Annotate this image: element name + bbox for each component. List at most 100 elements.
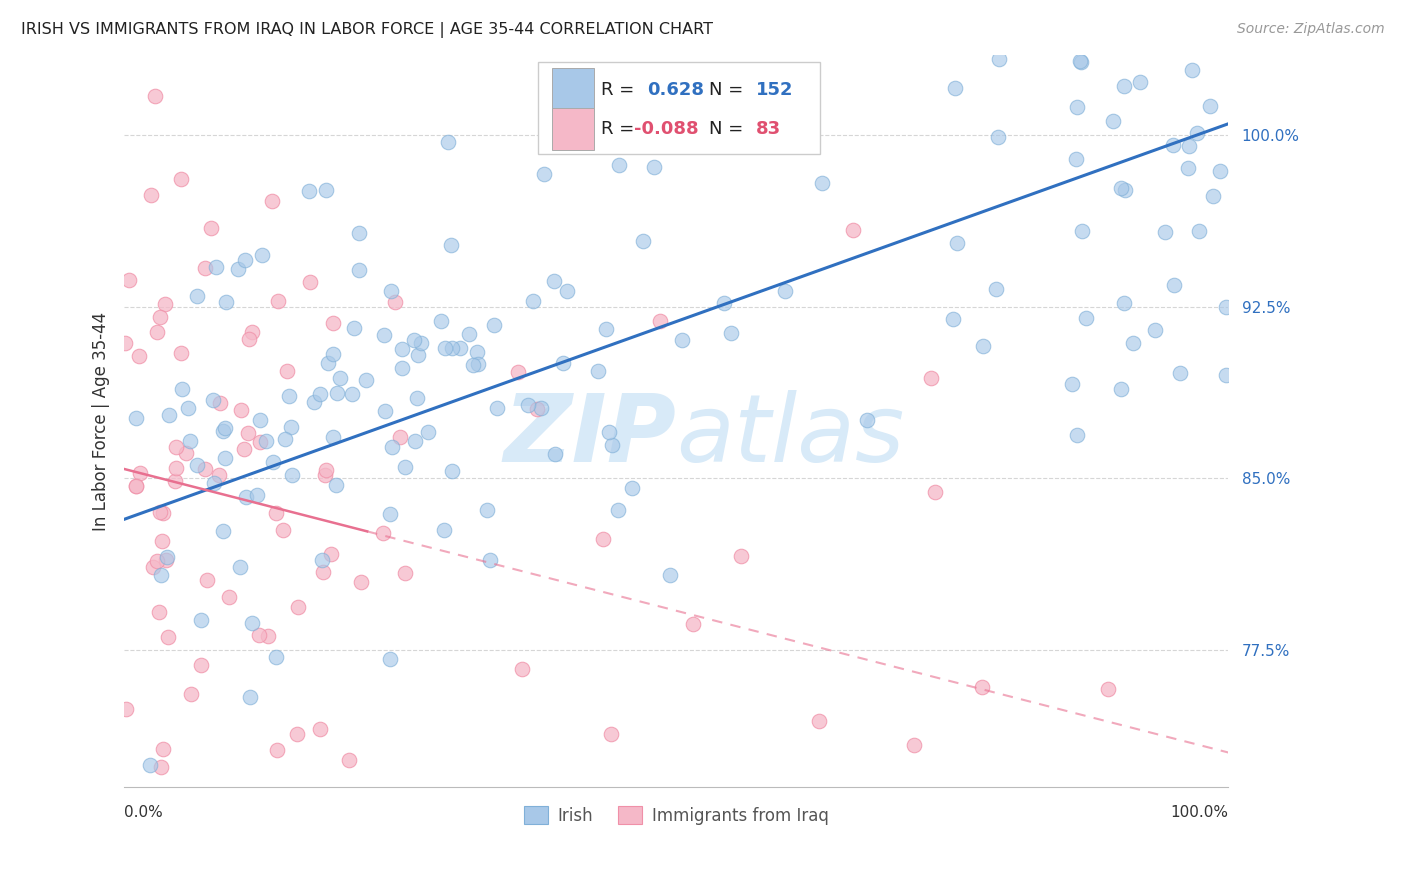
- Point: [1177, 161, 1199, 176]
- Point: [1180, 63, 1202, 78]
- Point: [416, 425, 439, 439]
- Point: [211, 424, 233, 438]
- Point: [172, 382, 194, 396]
- Text: 0.0%: 0.0%: [124, 805, 163, 820]
- Point: [730, 549, 752, 563]
- Point: [1062, 376, 1084, 391]
- Point: [463, 358, 485, 372]
- Point: [214, 421, 236, 435]
- Text: 0.628: 0.628: [648, 80, 704, 99]
- Point: [1114, 183, 1136, 197]
- Point: [1198, 98, 1220, 112]
- Point: [408, 348, 430, 362]
- Point: [316, 356, 339, 370]
- Point: [350, 574, 373, 589]
- Point: [1154, 225, 1177, 239]
- Point: [177, 401, 200, 416]
- Point: [373, 327, 395, 342]
- Point: [1122, 335, 1144, 350]
- Point: [433, 341, 456, 355]
- Point: [229, 560, 252, 574]
- Point: [720, 326, 742, 341]
- Point: [1070, 54, 1092, 69]
- Point: [599, 727, 621, 741]
- Point: [337, 753, 360, 767]
- Point: [381, 440, 404, 454]
- Point: [648, 314, 671, 328]
- Point: [280, 420, 302, 434]
- FancyBboxPatch shape: [551, 108, 593, 151]
- Point: [1076, 311, 1098, 326]
- Point: [1069, 54, 1091, 69]
- Point: [404, 434, 426, 448]
- Point: [555, 284, 578, 298]
- Point: [437, 135, 460, 149]
- Point: [322, 430, 344, 444]
- Point: [1109, 181, 1132, 195]
- Point: [149, 760, 172, 774]
- Point: [214, 451, 236, 466]
- Text: 100.0%: 100.0%: [1170, 805, 1229, 820]
- Point: [1025, 1, 1047, 15]
- Text: N =: N =: [710, 120, 744, 138]
- Point: [240, 616, 263, 631]
- Point: [609, 158, 631, 172]
- Text: R =: R =: [602, 80, 634, 99]
- Point: [440, 464, 463, 478]
- Point: [322, 347, 344, 361]
- Point: [267, 293, 290, 308]
- Point: [264, 649, 287, 664]
- Point: [278, 389, 301, 403]
- Point: [987, 130, 1010, 145]
- Point: [262, 194, 284, 208]
- Point: [343, 320, 366, 334]
- Point: [856, 413, 879, 427]
- Point: [314, 467, 336, 482]
- Point: [946, 235, 969, 250]
- Point: [598, 425, 620, 439]
- Point: [378, 652, 401, 666]
- Point: [195, 573, 218, 587]
- Point: [165, 440, 187, 454]
- Point: [139, 188, 162, 202]
- Text: Source: ZipAtlas.com: Source: ZipAtlas.com: [1237, 22, 1385, 37]
- Point: [475, 503, 498, 517]
- Point: [543, 275, 565, 289]
- Point: [465, 344, 488, 359]
- Point: [226, 262, 249, 277]
- Point: [1109, 382, 1132, 396]
- Point: [298, 275, 321, 289]
- Point: [194, 462, 217, 476]
- Legend: Irish, Immigrants from Iraq: Irish, Immigrants from Iraq: [517, 799, 835, 831]
- Point: [325, 477, 347, 491]
- Point: [252, 247, 274, 261]
- Point: [143, 88, 166, 103]
- Point: [329, 371, 352, 385]
- Point: [374, 403, 396, 417]
- Point: [274, 432, 297, 446]
- Point: [1102, 114, 1125, 128]
- Point: [1161, 137, 1184, 152]
- Point: [186, 289, 208, 303]
- Point: [273, 524, 295, 538]
- Point: [249, 413, 271, 427]
- Point: [972, 339, 994, 353]
- Point: [1215, 300, 1237, 314]
- FancyBboxPatch shape: [551, 69, 593, 111]
- Point: [544, 448, 567, 462]
- Point: [984, 282, 1007, 296]
- Point: [671, 333, 693, 347]
- Point: [347, 226, 370, 240]
- Point: [170, 172, 193, 186]
- Point: [146, 325, 169, 339]
- Point: [516, 398, 538, 412]
- Point: [256, 629, 278, 643]
- Point: [156, 550, 179, 565]
- Point: [218, 590, 240, 604]
- Point: [943, 81, 966, 95]
- Point: [266, 742, 288, 756]
- Point: [125, 478, 148, 492]
- Point: [239, 690, 262, 705]
- Point: [165, 461, 187, 475]
- Point: [1168, 366, 1191, 380]
